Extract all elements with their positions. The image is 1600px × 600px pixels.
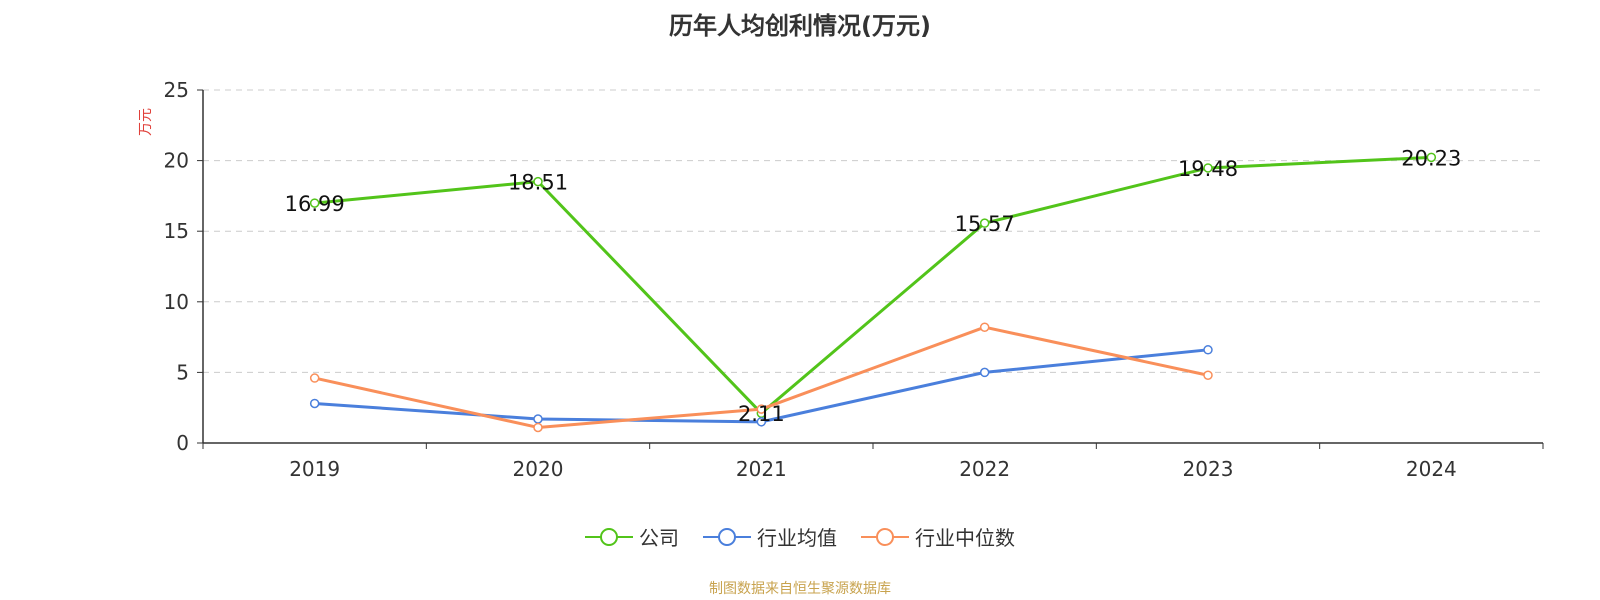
legend-item-company[interactable]: 公司 (585, 522, 679, 551)
data-point[interactable] (1203, 370, 1213, 380)
data-point[interactable] (533, 414, 543, 424)
x-tick-label: 2022 (959, 457, 1010, 481)
data-point[interactable] (979, 322, 990, 332)
series-line-0 (314, 155, 1432, 415)
y-tick-label: 20 (164, 149, 189, 173)
data-labels: 16.99 18.51 2.11 15.57 19.48 20.23 (285, 146, 1462, 426)
data-point[interactable] (756, 404, 767, 414)
axes: 0 5 10 15 20 25 万元 2019 2020 2021 2022 2023 2024 (138, 78, 1544, 481)
data-point[interactable] (979, 218, 990, 228)
y-tick-label: 25 (164, 78, 189, 102)
y-tick-label: 5 (176, 360, 189, 384)
data-point[interactable] (533, 176, 543, 187)
legend: 公司 行业均值 行业中位数 (0, 522, 1600, 551)
x-tick-label: 2023 (1183, 457, 1234, 481)
series-lines (309, 152, 1437, 433)
x-tick-label: 2020 (513, 457, 564, 481)
data-point[interactable] (979, 367, 990, 378)
data-point[interactable] (1203, 345, 1213, 355)
legend-marker-icon (585, 527, 633, 546)
legend-marker-icon (703, 527, 751, 546)
legend-item-industry-median[interactable]: 行业中位数 (861, 522, 1015, 551)
data-label: 18.51 (508, 171, 568, 195)
data-point[interactable] (1426, 152, 1437, 163)
data-point[interactable] (1203, 163, 1213, 173)
x-tick-label: 2024 (1406, 457, 1457, 481)
x-tick-label: 2021 (736, 457, 787, 481)
legend-item-industry-mean[interactable]: 行业均值 (703, 522, 837, 551)
grid-lines (203, 89, 1543, 373)
data-label: 19.48 (1178, 157, 1238, 181)
legend-label: 公司 (639, 526, 679, 550)
data-point[interactable] (309, 398, 320, 409)
y-tick-label: 10 (164, 290, 189, 314)
x-tick-label: 2019 (289, 457, 340, 481)
data-point[interactable] (309, 373, 320, 383)
data-point[interactable] (533, 422, 543, 433)
data-label: 2.11 (738, 402, 785, 426)
data-source-note: 制图数据来自恒生聚源数据库 (709, 581, 891, 597)
legend-marker-icon (861, 527, 909, 546)
data-label: 15.57 (955, 212, 1015, 236)
legend-label: 行业均值 (757, 526, 837, 550)
data-point[interactable] (309, 198, 320, 208)
y-tick-label: 0 (176, 431, 189, 455)
line-chart: 0 5 10 15 20 25 万元 2019 2020 2021 2022 2023 2024 16.… (138, 78, 1544, 481)
y-tick-label: 15 (164, 219, 189, 243)
y-axis-label: 万元 (138, 108, 154, 136)
data-label: 16.99 (285, 192, 345, 216)
data-point[interactable] (756, 417, 767, 427)
chart-title: 历年人均创利情况(万元) (669, 12, 931, 40)
data-label: 20.23 (1401, 146, 1461, 170)
legend-label: 行业中位数 (915, 526, 1015, 550)
